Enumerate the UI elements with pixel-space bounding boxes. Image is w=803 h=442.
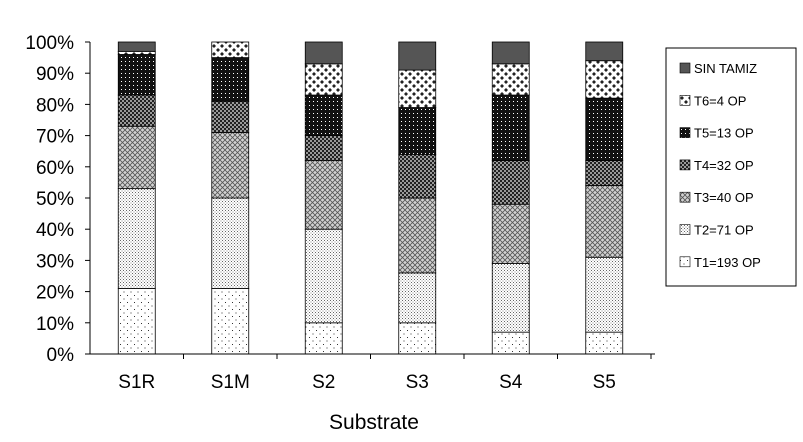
bar-segment-s5-series-2 (585, 256, 624, 333)
bar-segment-s2-series-2 (304, 228, 343, 324)
bar-segment-s5-series-5 (585, 97, 624, 161)
legend-label: T4=32 OP (694, 158, 754, 173)
bar-segment-s5-series-7 (585, 41, 624, 62)
legend-swatch (679, 191, 691, 203)
bar-segment-s1r-series-5 (117, 54, 156, 96)
x-tick-label: S5 (593, 372, 616, 393)
y-tick-label: 30% (36, 251, 74, 272)
legend-label: SIN TAMIZ (694, 61, 757, 76)
bar-segment-s2-series-4 (304, 135, 343, 161)
bar-segment-s1r-series-2 (117, 188, 156, 289)
y-tick-label: 20% (36, 283, 74, 304)
legend: SIN TAMIZ T6=4 OP T5=13 OP T4=32 OP T3=40 OP… (665, 47, 797, 287)
bar-segment-s3-series-6 (398, 69, 437, 108)
y-tick-label: 80% (36, 95, 74, 116)
bar-segment-s1m-series-1 (211, 288, 250, 355)
bar-segment-s4-series-5 (491, 94, 530, 161)
bar-segment-s2-series-6 (304, 63, 343, 96)
bar-segment-s1r-series-3 (117, 125, 156, 190)
bar-segment-s5-series-6 (585, 60, 624, 99)
x-axis-title: Substrate (329, 411, 419, 434)
bar-segment-s1r-series-4 (117, 94, 156, 127)
bar-segment-s2-series-1 (304, 322, 343, 355)
x-tick-label: S1R (118, 372, 155, 393)
bar-segment-s3-series-1 (398, 322, 437, 355)
bar-segment-s2-series-5 (304, 94, 343, 137)
legend-swatch (679, 224, 691, 235)
legend-swatch (679, 95, 691, 106)
bar-segment-s1m-series-6 (211, 41, 250, 59)
y-tick-label: 0% (47, 345, 75, 366)
bar-segment-s5-series-1 (585, 331, 624, 355)
legend-label: T5=13 OP (694, 126, 754, 141)
bar-segment-s1r-series-7 (117, 41, 156, 52)
x-tick-label: S4 (499, 372, 523, 393)
y-tick-label: 10% (36, 314, 74, 335)
bar-segment-s3-series-2 (398, 272, 437, 324)
bar-segment-s1m-series-5 (211, 57, 250, 102)
legend-label: T1=193 OP (694, 255, 761, 270)
bar-segment-s4-series-6 (491, 63, 530, 96)
legend-swatch (679, 256, 691, 268)
legend-swatch (679, 159, 691, 171)
bar-segment-s2-series-3 (304, 160, 343, 230)
bar-segment-s1m-series-4 (211, 100, 250, 133)
bar-segment-s4-series-3 (491, 203, 530, 264)
bar-segment-s1m-series-3 (211, 132, 250, 199)
bar-segment-s1r-series-1 (117, 288, 156, 355)
y-axis-ticks: 0% 10% 20% 30% 40% 50% 60% 70% 80% 90% 100% (25, 33, 90, 366)
bar-segment-s1m-series-2 (211, 197, 250, 289)
bar-segment-s3-series-3 (398, 197, 437, 274)
x-axis-ticks: S1R S1M S2 S3 S4 S5 (118, 354, 652, 393)
legend-swatch (679, 127, 691, 138)
bar-segment-s4-series-2 (491, 263, 530, 333)
bar-segment-s2-series-7 (304, 41, 343, 65)
y-tick-label: 50% (36, 189, 74, 210)
bar-segment-s4-series-1 (491, 331, 530, 355)
bar-segment-s5-series-3 (585, 185, 624, 258)
y-tick-label: 100% (25, 33, 74, 54)
bar-segment-s1r-series-6 (117, 50, 156, 55)
legend-label: T3=40 OP (694, 190, 754, 205)
bar-stacks (117, 41, 624, 355)
bar-segment-s3-series-4 (398, 153, 437, 199)
y-tick-label: 70% (36, 127, 74, 148)
legend-label: T6=4 OP (694, 93, 746, 108)
y-tick-label: 90% (36, 64, 74, 85)
y-tick-label: 40% (36, 220, 74, 241)
legend-swatch (679, 62, 691, 74)
bar-segment-s4-series-7 (491, 41, 530, 65)
bar-segment-s3-series-7 (398, 41, 437, 71)
legend-label: T2=71 OP (694, 223, 754, 238)
x-tick-label: S3 (406, 372, 429, 393)
bar-segment-s4-series-4 (491, 160, 530, 205)
y-tick-label: 60% (36, 158, 74, 179)
bar-segment-s3-series-5 (398, 107, 437, 155)
bar-segment-s5-series-4 (585, 160, 624, 186)
x-tick-label: S2 (312, 372, 335, 393)
x-tick-label: S1M (211, 372, 250, 393)
